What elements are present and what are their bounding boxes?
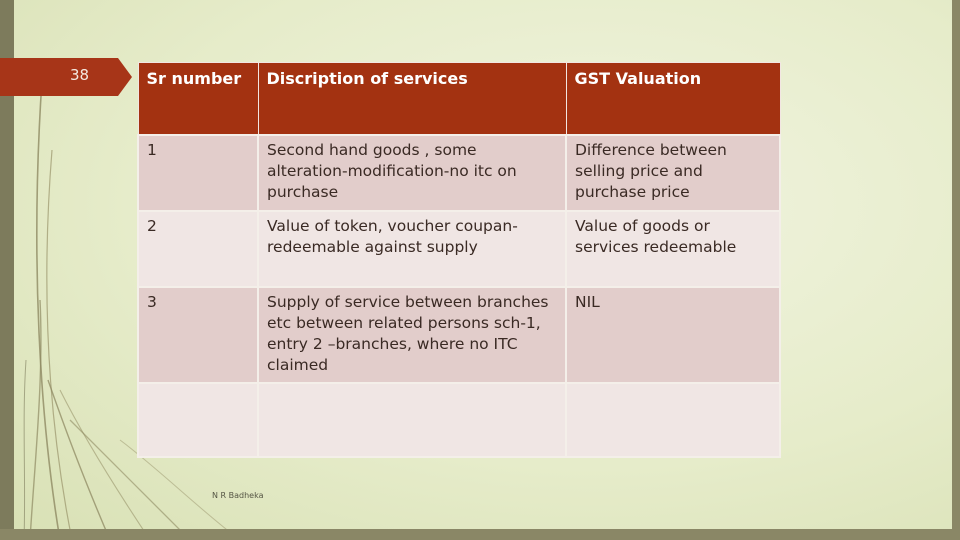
cell-gst-valuation: Value of goods or services redeemable — [565, 210, 781, 288]
decorative-grass-lines — [23, 79, 241, 540]
cell-gst-valuation: NIL — [565, 286, 781, 384]
gst-valuation-table: Sr number Discription of services GST Va… — [137, 62, 781, 458]
header-description: Discription of services — [257, 62, 567, 136]
left-edge-bar — [0, 0, 14, 540]
header-sr-number: Sr number — [137, 62, 259, 136]
cell-gst-valuation: Difference between selling price and pur… — [565, 134, 781, 212]
slide-number: 38 — [70, 66, 90, 84]
cell-description: Second hand goods , some alteration-modi… — [257, 134, 567, 212]
cell-description: Value of token, voucher coupan-redeemabl… — [257, 210, 567, 288]
cell-sr-number: 2 — [137, 210, 259, 288]
table-header-row: Sr number Discription of services GST Va… — [137, 62, 781, 136]
right-edge-bar — [952, 0, 960, 540]
cell-sr-number: 1 — [137, 134, 259, 212]
table-row — [137, 382, 781, 458]
table-row: 2 Value of token, voucher coupan-redeema… — [137, 210, 781, 288]
cell-description: Supply of service between branches etc b… — [257, 286, 567, 384]
header-gst-valuation: GST Valuation — [565, 62, 781, 136]
cell-sr-number: 3 — [137, 286, 259, 384]
bottom-edge-bar — [0, 529, 960, 540]
slide-number-tab-arrow — [118, 58, 132, 96]
table-row: 1 Second hand goods , some alteration-mo… — [137, 134, 781, 212]
cell-sr-number — [137, 382, 259, 458]
slide-number-tab — [0, 58, 118, 96]
footer-author: N R Badheka — [212, 491, 264, 500]
cell-description — [257, 382, 567, 458]
table-row: 3 Supply of service between branches etc… — [137, 286, 781, 384]
cell-gst-valuation — [565, 382, 781, 458]
